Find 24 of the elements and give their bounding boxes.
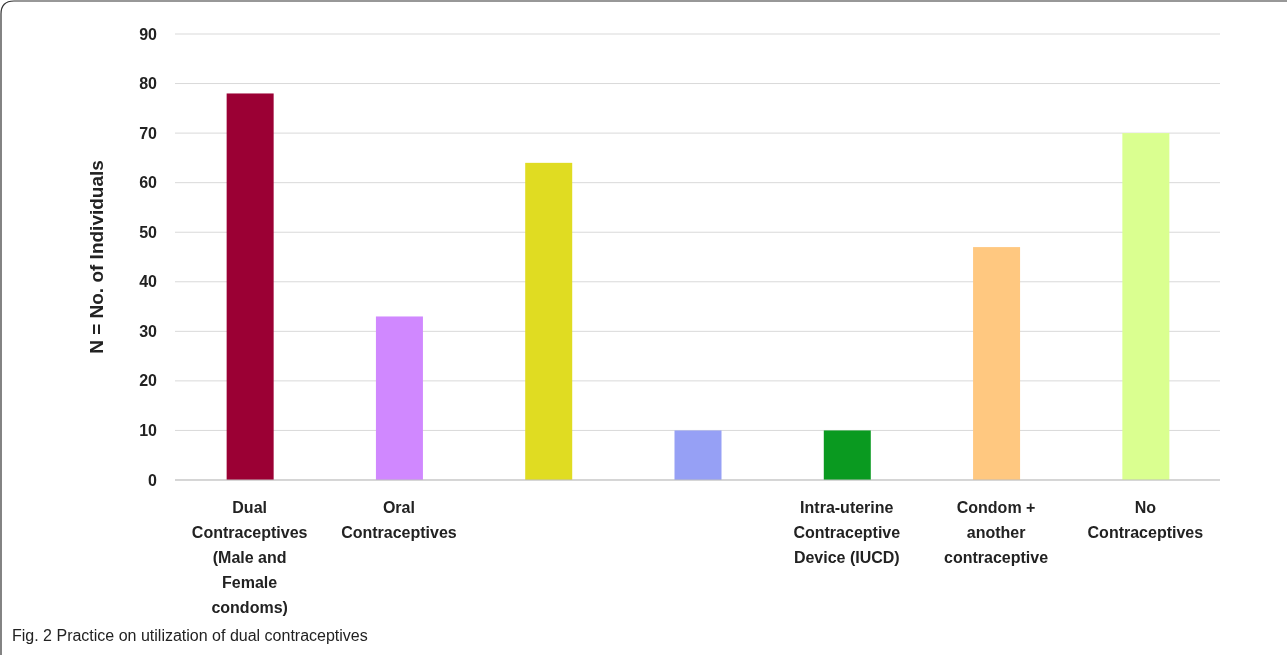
- x-tick-label: Condom + another contraceptive: [944, 499, 1049, 566]
- bar: [1122, 133, 1170, 480]
- y-tick-label: 30: [139, 322, 158, 340]
- y-tick-label: 10: [139, 422, 158, 440]
- bar: [525, 162, 573, 480]
- bar: [226, 93, 274, 480]
- bar: [674, 430, 722, 480]
- x-tick-label: Dual Contraceptives (Male and Female condoms): [191, 499, 308, 616]
- y-tick-label: 0: [148, 471, 158, 489]
- y-tick-label: 90: [139, 25, 158, 43]
- bar: [973, 247, 1021, 480]
- y-tick-label: 40: [139, 273, 158, 291]
- y-axis-title: N = No. of Individuals: [86, 160, 107, 354]
- caption: Fig. 2 Practice on utilization of dual contraceptives: [12, 627, 368, 644]
- y-tick-label: 80: [139, 75, 158, 93]
- y-tick-label: 50: [139, 223, 158, 241]
- y-tick-label: 20: [139, 372, 158, 390]
- y-tick-label: 60: [139, 174, 158, 192]
- bar: [823, 430, 871, 480]
- bar: [375, 316, 423, 480]
- x-tick-label: Oral Contraceptives: [341, 499, 457, 541]
- y-tick-label: 70: [139, 124, 158, 142]
- x-tick-label: Intra-uterine Contraceptive Device (IUCD): [793, 499, 901, 566]
- x-tick-label: No Contraceptives: [1087, 499, 1204, 541]
